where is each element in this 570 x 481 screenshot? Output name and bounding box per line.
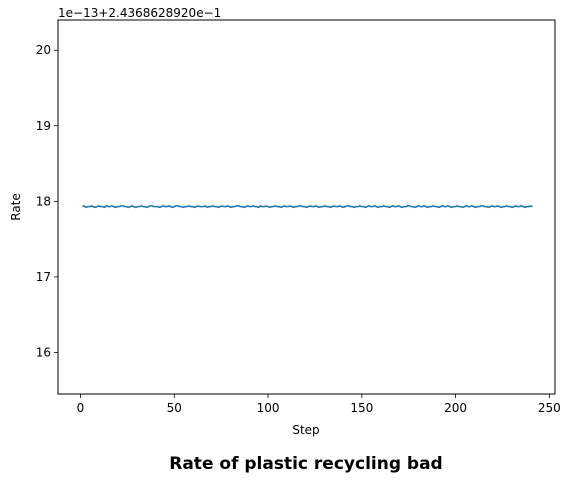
x-tick-label: 200 <box>444 401 467 415</box>
x-tick-label: 100 <box>257 401 280 415</box>
y-tick-label: 17 <box>36 270 51 284</box>
x-tick-label: 50 <box>167 401 182 415</box>
x-tick-label: 0 <box>77 401 85 415</box>
series-line <box>82 205 533 209</box>
y-tick-label: 18 <box>36 194 51 208</box>
y-tick-label: 19 <box>36 119 51 133</box>
plot-frame <box>57 19 556 395</box>
y-offset-label: 1e−13+2.4368628920e−1 <box>58 6 221 20</box>
y-tick-label: 16 <box>36 345 51 359</box>
y-axis-label: Rate <box>9 193 23 221</box>
chart-title: Rate of plastic recycling bad <box>169 454 442 474</box>
x-axis-label: Step <box>292 423 319 437</box>
y-tick-label: 20 <box>36 43 51 57</box>
x-tick-label: 250 <box>538 401 561 415</box>
x-axis-ticks: 0 50 100 150 200 250 <box>77 394 561 415</box>
x-tick-label: 150 <box>350 401 373 415</box>
y-axis-ticks: 16 17 18 19 20 <box>36 43 58 359</box>
